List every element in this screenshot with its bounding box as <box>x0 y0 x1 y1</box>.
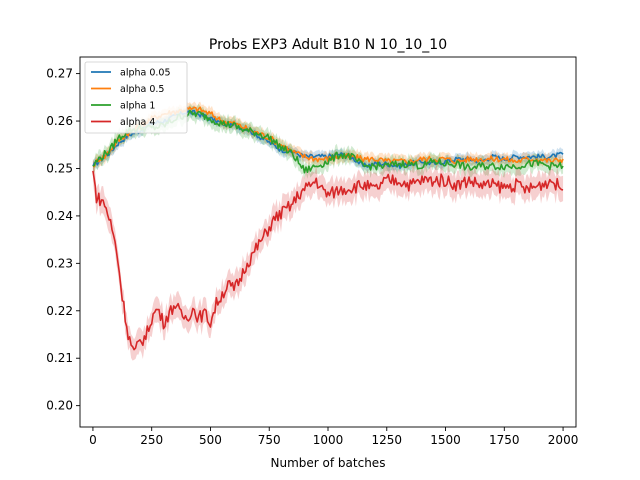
band-alpha-0.05 <box>92 105 564 173</box>
legend-box <box>84 61 188 134</box>
x-tick-label: 0 <box>89 433 97 447</box>
legend-label: alpha 0.05 <box>120 68 171 79</box>
line-alpha-4 <box>92 170 564 351</box>
x-axis-title: Number of batches <box>271 456 386 470</box>
y-tick-label: 0.23 <box>46 256 73 270</box>
y-tick-label: 0.27 <box>46 67 73 81</box>
y-tick-label: 0.24 <box>46 209 73 223</box>
y-tick-label: 0.22 <box>46 304 73 318</box>
y-axis-ticks: 0.20 0.21 0.22 0.23 0.24 0.25 0.26 0.27 <box>46 67 80 413</box>
x-axis-ticks: 0 250 500 750 1000 1250 1500 1750 2000 <box>89 427 578 447</box>
y-tick-label: 0.25 <box>46 161 73 175</box>
x-tick-label: 500 <box>199 433 222 447</box>
x-tick-label: 750 <box>258 433 281 447</box>
x-tick-label: 1250 <box>371 433 402 447</box>
x-tick-label: 1000 <box>313 433 344 447</box>
y-tick-label: 0.20 <box>46 399 73 413</box>
legend-label: alpha 4 <box>120 117 155 128</box>
x-tick-label: 1750 <box>489 433 520 447</box>
legend-label: alpha 1 <box>120 101 155 112</box>
y-tick-label: 0.21 <box>46 351 73 365</box>
legend-label: alpha 0.5 <box>120 84 164 95</box>
y-tick-label: 0.26 <box>46 114 73 128</box>
chart-title: Probs EXP3 Adult B10 N 10_10_10 <box>209 37 447 53</box>
x-tick-label: 2000 <box>548 433 579 447</box>
x-tick-label: 1500 <box>430 433 461 447</box>
x-tick-label: 250 <box>140 433 163 447</box>
legend: alpha 0.05 alpha 0.5 alpha 1 alpha 4 <box>84 61 188 134</box>
